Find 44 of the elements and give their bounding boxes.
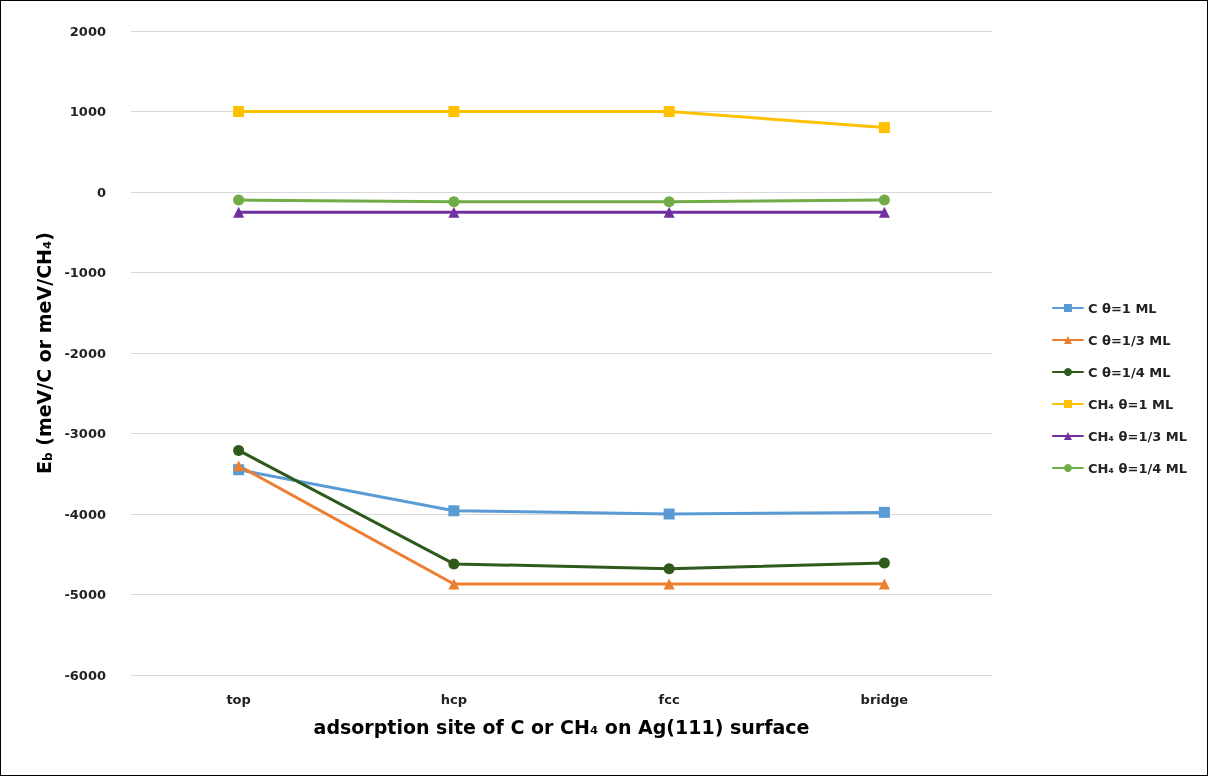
y-tick-label: 2000 [69,23,106,39]
x-tick-label: bridge [860,692,909,707]
y-tick-label: -4000 [64,506,106,522]
x-tick-label: hcp [440,692,468,707]
y-tick-label: -5000 [64,587,106,602]
y-tick-label: 0 [96,184,106,200]
point [878,194,890,206]
x-tick-label: fcc [658,692,680,707]
legend-label: C θ=1/3 ML [1087,332,1171,348]
y-tick-label: -2000 [64,345,106,361]
legend-label: CH₄ θ=1 ML [1087,396,1174,412]
point [878,206,890,218]
legend-label: C θ=1/4 ML [1087,364,1171,380]
y-axis-title: Eb (meV/C or meV/CH₄) [32,232,55,474]
point [233,460,245,472]
legend-label: CH₄ θ=1/4 ML [1087,460,1188,476]
point [233,206,245,218]
legend-label: CH₄ θ=1/3 ML [1087,428,1188,444]
point [663,563,675,575]
x-axis-title: adsorption site of C or CH₄ on Ag(111) surface [313,715,810,738]
point [663,578,675,590]
point [878,122,890,134]
y-tick-label: -6000 [64,667,106,683]
point [878,578,890,590]
y-tick-label: -3000 [64,426,106,441]
point [663,196,675,208]
point [448,578,460,590]
point [448,206,460,218]
point [663,106,675,117]
point [878,557,890,569]
point [448,558,460,570]
point [448,505,460,517]
y-tick-label: -1000 [64,265,106,280]
legend-label: C θ=1 ML [1087,300,1157,316]
point [233,106,245,117]
point [448,196,460,208]
x-tick-label: top [226,692,251,707]
point [663,206,675,218]
point [878,506,890,518]
point [448,106,460,117]
point [233,194,245,206]
point [233,444,245,456]
y-tick-label: 1000 [69,104,106,119]
point [663,508,675,520]
